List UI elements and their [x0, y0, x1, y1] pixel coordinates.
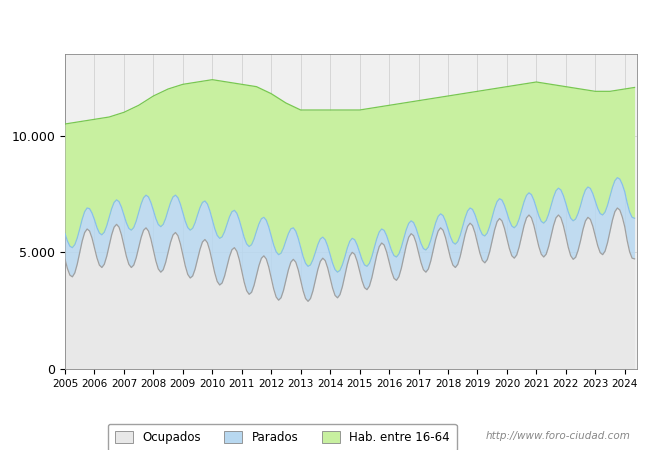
Legend: Ocupados, Parados, Hab. entre 16-64: Ocupados, Parados, Hab. entre 16-64: [108, 424, 457, 450]
Text: Felanitx - Evolucion de la poblacion en edad de Trabajar Mayo de 2024: Felanitx - Evolucion de la poblacion en …: [60, 14, 590, 27]
Text: http://www.foro-ciudad.com: http://www.foro-ciudad.com: [486, 431, 630, 441]
